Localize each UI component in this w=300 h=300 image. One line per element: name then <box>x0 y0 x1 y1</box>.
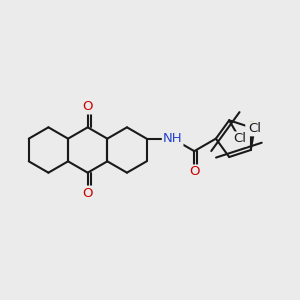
Text: O: O <box>82 187 93 200</box>
Text: S: S <box>246 120 255 134</box>
Text: NH: NH <box>163 132 182 145</box>
Text: O: O <box>82 100 93 113</box>
Text: Cl: Cl <box>233 133 247 146</box>
Text: Cl: Cl <box>248 122 261 135</box>
Text: O: O <box>189 166 200 178</box>
